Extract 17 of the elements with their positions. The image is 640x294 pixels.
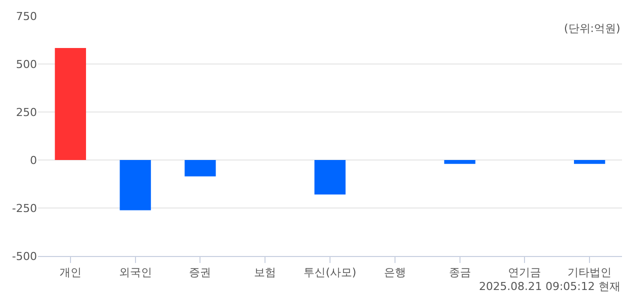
x-tick-label: 연기금 <box>508 266 542 280</box>
y-tick-label: 500 <box>16 58 37 71</box>
x-tick-label: 투신(사모) <box>304 266 356 280</box>
text: 2025.08.21 09:05:12 현재 <box>479 280 620 293</box>
annotation: (단위:억원) <box>564 22 620 35</box>
x-tick-label: 외국인 <box>118 266 152 280</box>
x-tick-label: 보험 <box>254 266 276 280</box>
x-tick-label: 은행 <box>384 266 406 280</box>
y-tick-label: -500 <box>12 250 37 263</box>
y-tick-label: -250 <box>12 202 37 215</box>
x-tick-label: 종금 <box>448 266 471 280</box>
x-tick-label: 개인 <box>59 266 82 280</box>
y-tick-label: 250 <box>16 106 37 119</box>
x-tick-label: 증권 <box>189 266 212 280</box>
y-tick-label: 750 <box>16 10 37 23</box>
y-tick-label: 0 <box>30 154 37 167</box>
x-tick-label: 기타법인 <box>568 266 612 280</box>
